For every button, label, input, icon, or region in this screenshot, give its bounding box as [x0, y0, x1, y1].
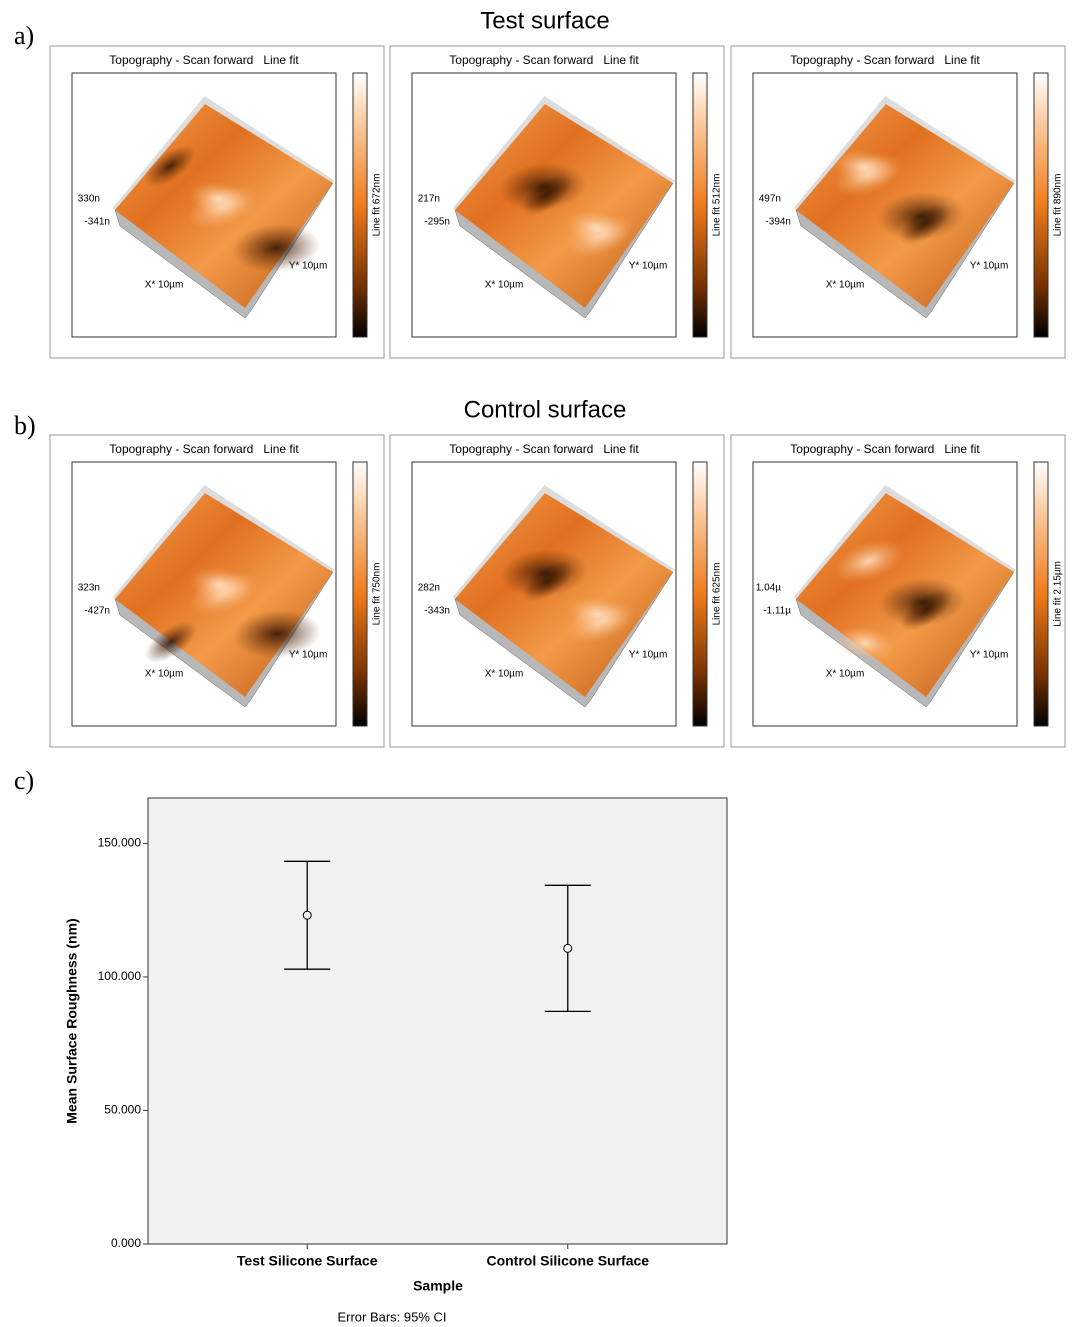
panel-label: b): [14, 411, 36, 440]
colorbar: [353, 73, 367, 337]
y-tick-label: 0.000: [111, 1236, 141, 1250]
y-axis-label: Y* 10µm: [289, 650, 328, 661]
x-axis-label: X* 10µm: [145, 669, 184, 680]
afm-panel: Topography - Scan forward Line fit Line f…: [731, 435, 1065, 747]
colorbar: [693, 462, 707, 726]
colorbar-label: Line fit 625nm: [712, 563, 723, 626]
afm-panel: Topography - Scan forward Line fit Line f…: [50, 435, 384, 747]
z-min-label: -343n: [424, 606, 450, 617]
plot-area: [148, 798, 727, 1244]
colorbar: [353, 462, 367, 726]
chart-note: Error Bars: 95% CI: [337, 1309, 446, 1324]
y-tick-label: 50.000: [104, 1103, 141, 1117]
y-axis-label: Y* 10µm: [970, 650, 1009, 661]
x-axis-label: X* 10µm: [145, 280, 184, 291]
x-axis-label: X* 10µm: [826, 669, 865, 680]
colorbar-label: Line fit 890nm: [1053, 174, 1064, 237]
x-axis-label: X* 10µm: [485, 280, 524, 291]
panel-label: c): [14, 766, 34, 795]
colorbar-label: Line fit 2.15µm: [1053, 561, 1064, 627]
mean-marker: [564, 944, 572, 952]
y-tick-label: 150.000: [98, 836, 142, 850]
z-max-label: 282n: [418, 583, 440, 594]
y-axis-label: Y* 10µm: [629, 650, 668, 661]
x-axis-label: X* 10µm: [826, 280, 865, 291]
colorbar-label: Line fit 672nm: [372, 174, 383, 237]
y-tick-label: 100.000: [98, 969, 142, 983]
x-axis-title: Sample: [413, 1278, 463, 1294]
scan-header: Topography - Scan forward Line fit: [109, 442, 299, 456]
scan-header: Topography - Scan forward Line fit: [790, 53, 980, 67]
panel-label: a): [14, 21, 34, 50]
section-title: Control surface: [464, 396, 627, 423]
z-max-label: 217n: [418, 194, 440, 205]
y-axis-title: Mean Surface Roughness (nm): [64, 918, 80, 1123]
z-max-label: 330n: [78, 194, 100, 205]
scan-header: Topography - Scan forward Line fit: [790, 442, 980, 456]
figure: a) b) c) Test surface Topography - Scan f…: [0, 0, 1072, 1327]
x-axis-label: X* 10µm: [485, 669, 524, 680]
z-max-label: 497n: [759, 194, 781, 205]
mean-marker: [303, 911, 311, 919]
colorbar: [1034, 73, 1048, 337]
scan-header: Topography - Scan forward Line fit: [449, 53, 639, 67]
z-min-label: -394n: [765, 217, 791, 228]
afm-panel: Topography - Scan forward Line fit Line f…: [390, 435, 724, 747]
afm-panel: Topography - Scan forward Line fit Line f…: [390, 46, 724, 358]
x-tick-label: Test Silicone Surface: [237, 1253, 378, 1269]
afm-panel: Topography - Scan forward Line fit Line f…: [50, 46, 384, 358]
colorbar-label: Line fit 512nm: [712, 174, 723, 237]
scan-header: Topography - Scan forward Line fit: [109, 53, 299, 67]
z-min-label: -427n: [84, 606, 110, 617]
z-max-label: 1.04µ: [756, 583, 781, 594]
y-axis-label: Y* 10µm: [629, 261, 668, 272]
y-axis-label: Y* 10µm: [970, 261, 1009, 272]
z-min-label: -1.11µ: [763, 606, 791, 617]
colorbar-label: Line fit 750nm: [372, 563, 383, 626]
section-title: Test surface: [480, 7, 609, 34]
afm-panel: Topography - Scan forward Line fit Line f…: [731, 46, 1065, 358]
scan-header: Topography - Scan forward Line fit: [449, 442, 639, 456]
z-max-label: 323n: [78, 583, 100, 594]
z-min-label: -341n: [84, 217, 110, 228]
y-axis-label: Y* 10µm: [289, 261, 328, 272]
z-min-label: -295n: [424, 217, 450, 228]
colorbar: [693, 73, 707, 337]
colorbar: [1034, 462, 1048, 726]
x-tick-label: Control Silicone Surface: [486, 1253, 649, 1269]
